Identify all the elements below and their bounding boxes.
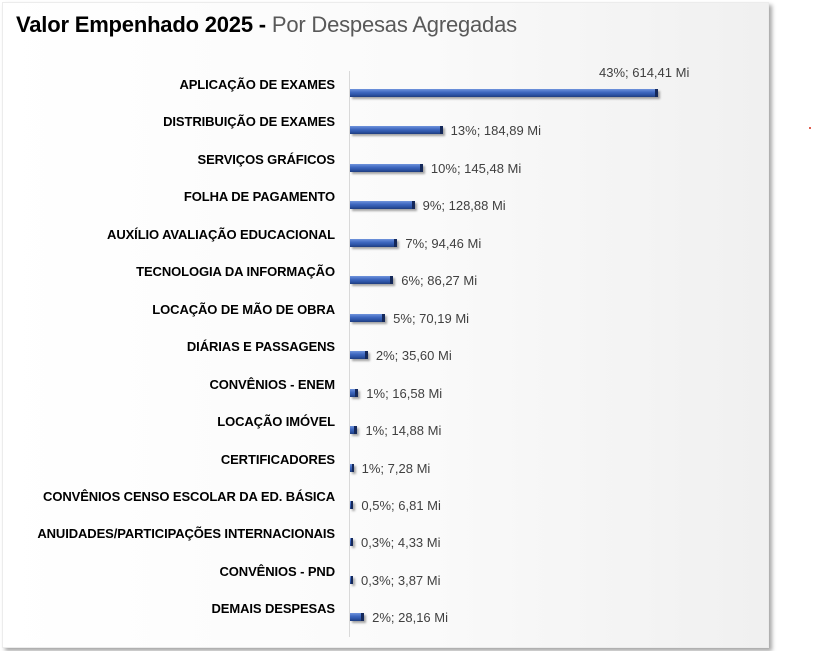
bar[interactable] [350,276,394,285]
chart-title: Valor Empenhado 2025 - Por Despesas Agre… [16,12,517,38]
category-label: CONVÊNIOS CENSO ESCOLAR DA ED. BÁSICA [43,488,335,504]
data-label: 1%; 14,88 Mi [365,423,442,439]
data-label: 0,5%; 6,81 Mi [361,497,441,513]
data-label: 9%; 128,88 Mi [422,198,506,214]
bar[interactable] [350,126,443,135]
category-label: LOCAÇÃO DE MÃO DE OBRA [152,301,335,317]
data-label: 0,3%; 3,87 Mi [361,572,441,588]
bar[interactable] [350,463,354,472]
bar[interactable] [350,388,359,397]
bar[interactable] [350,238,398,247]
category-label: LOCAÇÃO IMÓVEL [217,414,335,430]
category-label: CONVÊNIOS - ENEM [209,376,335,392]
data-label: 2%; 35,60 Mi [375,348,452,364]
category-label: FOLHA DE PAGAMENTO [183,189,335,205]
data-label: 7%; 94,46 Mi [405,235,482,251]
bar[interactable] [350,500,354,509]
category-label: APLICAÇÃO DE EXAMES [179,77,335,92]
data-label: 5%; 70,19 Mi [393,310,470,326]
category-label: AUXÍLIO AVALIAÇÃO EDUCACIONAL [107,226,335,242]
bar[interactable] [350,163,423,172]
category-label: CERTIFICADORES [220,451,335,467]
bar[interactable] [350,426,358,435]
category-label: CONVÊNIOS - PND [219,563,335,579]
data-label: 13%; 184,89 Mi [450,123,542,139]
bar[interactable] [350,575,353,584]
category-label: SERVIÇOS GRÁFICOS [197,151,336,167]
data-label: 6%; 86,27 Mi [401,273,478,289]
category-label: DEMAIS DESPESAS [211,601,336,617]
data-label: 1%; 7,28 Mi [361,460,431,476]
data-label: 1%; 16,58 Mi [366,385,443,401]
chart-panel: Valor Empenhado 2025 - Por Despesas Agre… [2,2,769,648]
chart-subtitle: Por Despesas Agregadas [271,12,517,37]
bar[interactable] [350,351,368,360]
category-label: TECNOLOGIA DA INFORMAÇÃO [136,264,335,280]
bar[interactable] [350,89,658,97]
chart-title-main: Valor Empenhado 2025 - [16,12,266,37]
category-label: DISTRIBUIÇÃO DE EXAMES [163,114,335,130]
stray-mark [809,127,811,129]
category-label: DIÁRIAS E PASSAGENS [186,339,335,355]
bar[interactable] [350,201,415,210]
bar[interactable] [350,538,353,547]
data-label: 0,3%; 4,33 Mi [361,535,441,551]
data-label: 10%; 145,48 Mi [430,160,522,176]
category-axis-line [349,71,350,637]
data-label: 43%; 614,41 Mi [599,65,690,80]
bar[interactable] [350,613,365,622]
data-label: 2%; 28,16 Mi [372,610,448,626]
bar[interactable] [350,313,386,322]
category-label: ANUIDADES/PARTICIPAÇÕES INTERNACIONAIS [37,526,335,542]
